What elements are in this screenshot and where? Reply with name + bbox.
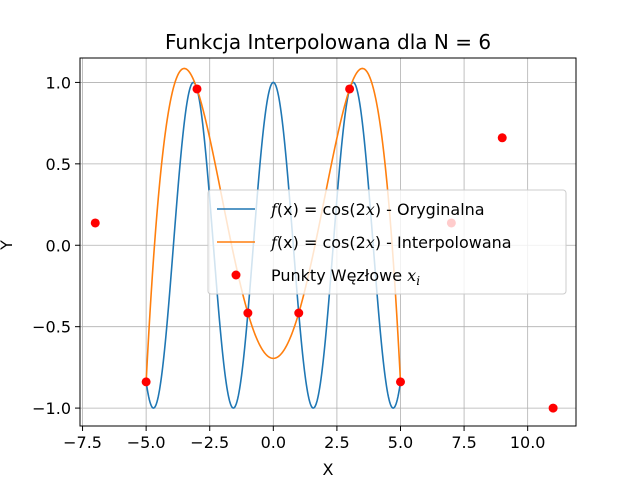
legend-label: f(x) = cos(2x) - Oryginalna (270, 200, 485, 219)
plot-frame (79, 57, 577, 427)
x-tick-label: 7.5 (451, 433, 476, 452)
y-tick-label: 0.0 (46, 236, 71, 255)
x-tick-label: 5.0 (388, 433, 413, 452)
node-point (497, 133, 507, 143)
legend-label: f(x) = cos(2x) - Interpolowana (270, 233, 512, 252)
x-tick-label: 0.0 (261, 433, 286, 452)
legend: f(x) = cos(2x) - Oryginalna f(x) = cos(2x… (207, 189, 567, 295)
y-tick-label: −1.0 (32, 399, 71, 418)
x-tick-label: −2.5 (190, 433, 229, 452)
chart-title: Funkcja Interpolowana dla N = 6 (165, 30, 491, 54)
legend-label: Punkty Węzłowe xi (271, 266, 420, 288)
node-point (395, 377, 405, 387)
node-point (141, 377, 151, 387)
node-point (548, 403, 558, 413)
y-tick-label: 1.0 (46, 73, 71, 92)
x-tick-label: 10.0 (510, 433, 546, 452)
interpolated-function-line (145, 67, 402, 382)
legend-point-swatch (231, 270, 241, 280)
tick-layer: −7.5 −5.0 −2.5 0.0 2.5 5.0 7.5 10.0 −1.0 −0.5 0.0 0… (32, 73, 545, 452)
node-point (294, 308, 304, 318)
x-tick-label: −5.0 (127, 433, 166, 452)
legend-box (207, 189, 567, 295)
y-axis-label: Y (0, 240, 16, 251)
y-tick-label: −0.5 (32, 318, 71, 337)
x-tick-label: −7.5 (63, 433, 102, 452)
node-point (345, 84, 355, 94)
node-point (192, 84, 202, 94)
x-axis-label: X (323, 460, 334, 479)
original-function-line (145, 81, 402, 409)
node-point (90, 218, 100, 228)
x-tick-label: 2.5 (324, 433, 349, 452)
node-point (243, 308, 253, 318)
y-tick-label: 0.5 (46, 155, 71, 174)
